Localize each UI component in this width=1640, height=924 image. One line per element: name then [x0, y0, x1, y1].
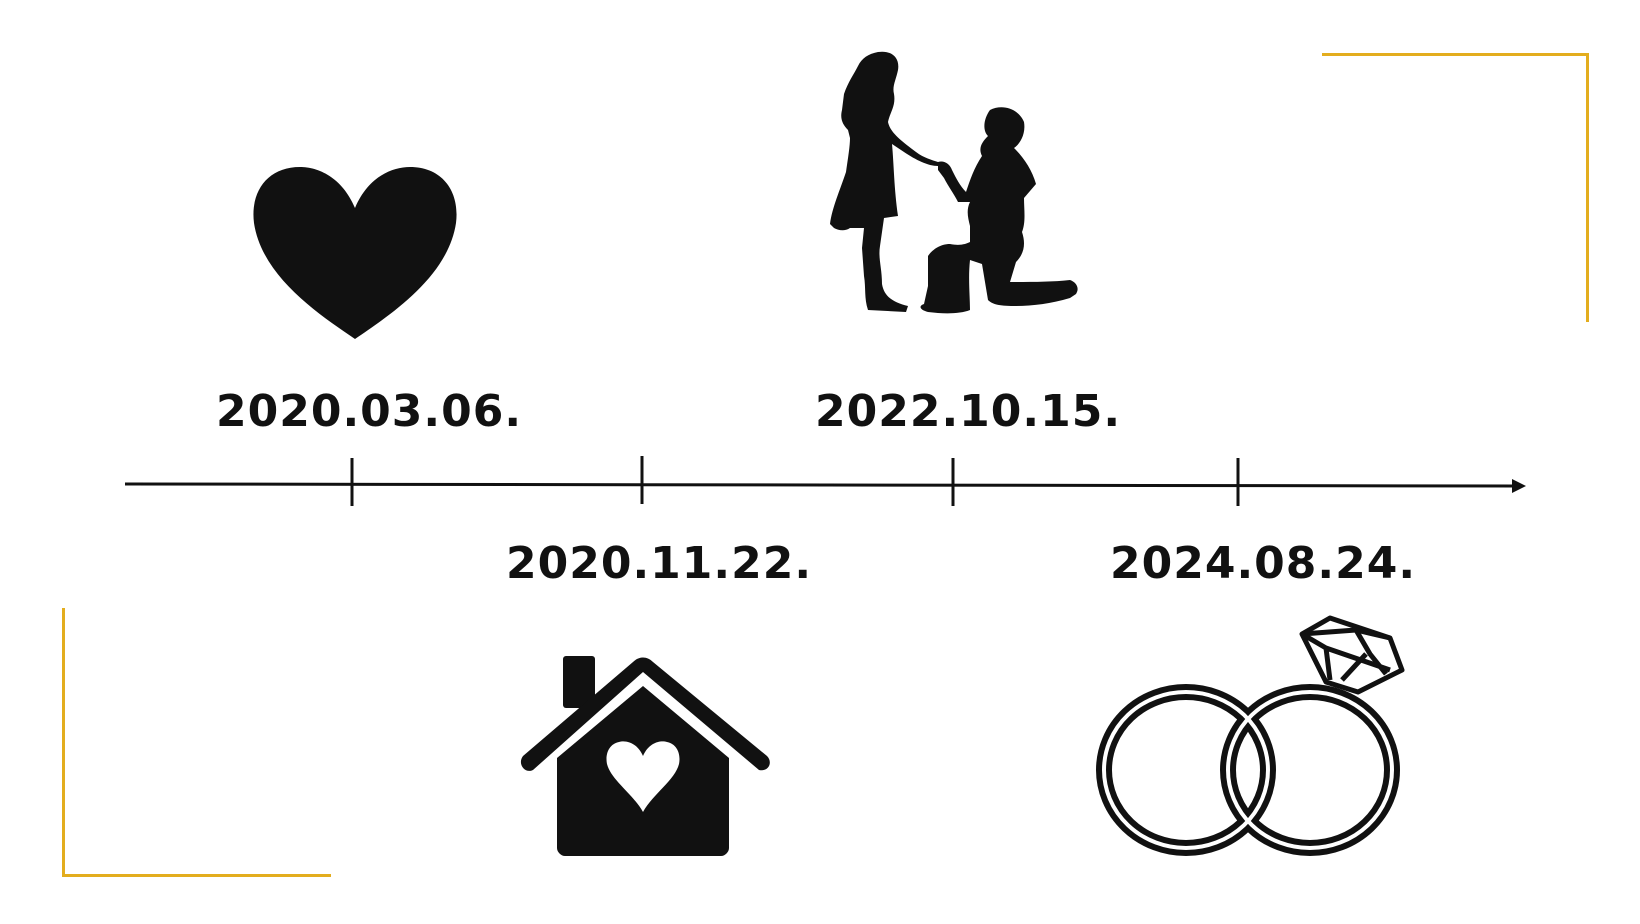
event-date-1: 2020.03.06. [216, 386, 523, 437]
axis-line [124, 482, 1521, 488]
decorative-frame-top-right [1322, 53, 1589, 322]
house-heart-icon [520, 656, 770, 856]
wedding-rings-icon [1096, 615, 1405, 856]
event-date-3: 2022.10.15. [815, 386, 1122, 437]
proposal-couple-icon [830, 51, 1078, 314]
axis-arrowhead [1512, 479, 1526, 493]
decorative-frame-bottom-left [62, 608, 331, 877]
event-date-4: 2024.08.24. [1110, 538, 1417, 589]
event-date-2: 2020.11.22. [506, 538, 813, 589]
heart-icon [253, 167, 457, 339]
